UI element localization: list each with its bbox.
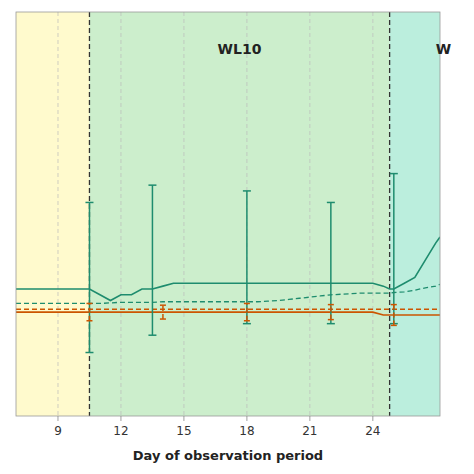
x-tick	[372, 416, 373, 421]
solid-line	[16, 312, 440, 315]
solid-line	[16, 237, 440, 300]
x-tick-label: 18	[239, 424, 254, 438]
grid-line	[57, 12, 58, 416]
error-bar-stem	[246, 303, 248, 320]
x-tick-label: 9	[54, 424, 62, 438]
error-bar-stem	[393, 174, 395, 324]
error-bar	[160, 305, 166, 319]
error-bar	[328, 305, 334, 320]
error-bar	[391, 305, 397, 326]
plot-frame	[16, 12, 440, 416]
error-bar-stem	[330, 202, 332, 323]
plot-area	[16, 12, 440, 416]
error-bar-cap	[327, 323, 335, 325]
error-bar	[148, 185, 156, 335]
error-bar-cap	[243, 190, 251, 192]
error-bar-cap	[244, 320, 250, 322]
error-bar-cap	[327, 202, 335, 204]
error-bar-cap	[328, 304, 334, 306]
chart: 9 12 15 18 21 24 Day of observation period WL10…	[0, 0, 474, 474]
grid-line	[372, 12, 373, 416]
error-bar-cap	[244, 303, 250, 305]
x-tick	[57, 416, 58, 421]
error-bar-stem	[393, 305, 395, 326]
x-axis-label: Day of observation period	[133, 448, 323, 463]
grid-line	[246, 12, 247, 416]
x-tick-label: 24	[365, 424, 380, 438]
grid-line	[309, 12, 310, 416]
dashed-line	[16, 309, 440, 310]
background-region	[89, 12, 389, 416]
error-bar	[85, 202, 93, 352]
error-bar-cap	[86, 320, 92, 322]
x-tick-label: 15	[176, 424, 191, 438]
separator-line	[389, 12, 390, 416]
dashed-line	[16, 284, 440, 303]
error-bar	[243, 191, 251, 324]
error-bar-cap	[391, 325, 397, 327]
error-bar-cap	[390, 173, 398, 175]
error-bar-cap	[160, 304, 166, 306]
error-bar-stem	[152, 185, 154, 335]
error-bar-stem	[89, 202, 91, 352]
error-bar-cap	[86, 303, 92, 305]
annotation: W	[436, 41, 451, 57]
x-tick	[183, 416, 184, 421]
error-bar	[390, 174, 398, 324]
error-bar-cap	[391, 304, 397, 306]
error-bar-cap	[160, 318, 166, 320]
error-bar-cap	[85, 202, 93, 204]
error-bar	[86, 303, 92, 320]
error-bar-cap	[148, 184, 156, 186]
error-bar-stem	[330, 305, 332, 320]
error-bar-cap	[85, 352, 93, 354]
error-bar	[244, 303, 250, 320]
grid-line	[120, 12, 121, 416]
background-region	[16, 12, 89, 416]
annotation: WL10	[218, 41, 262, 57]
separator-line	[89, 12, 90, 416]
background-region	[390, 12, 440, 416]
error-bar-cap	[243, 323, 251, 325]
error-bar	[327, 202, 335, 323]
error-bar-cap	[328, 319, 334, 321]
error-bar-stem	[162, 305, 164, 319]
error-bar-stem	[89, 303, 91, 320]
x-tick	[309, 416, 310, 421]
x-tick	[246, 416, 247, 421]
grid-line	[183, 12, 184, 416]
x-tick-label: 21	[302, 424, 317, 438]
error-bar-cap	[148, 334, 156, 336]
x-tick	[120, 416, 121, 421]
x-tick-label: 12	[113, 424, 128, 438]
